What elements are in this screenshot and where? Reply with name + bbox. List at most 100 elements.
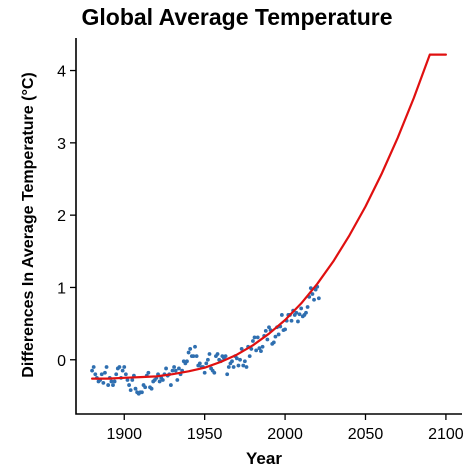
data-point bbox=[299, 306, 304, 311]
data-point bbox=[99, 372, 104, 377]
data-point bbox=[177, 366, 181, 371]
data-point bbox=[143, 385, 148, 390]
y-axis-label: Differences In Average Temperature (°C) bbox=[20, 72, 37, 377]
data-point bbox=[133, 386, 138, 391]
data-point bbox=[173, 368, 178, 373]
fit-curve bbox=[91, 53, 447, 380]
data-point bbox=[230, 359, 234, 364]
y-tick-label: 1 bbox=[57, 280, 66, 297]
data-point bbox=[316, 296, 321, 301]
x-tick-label: 1950 bbox=[187, 426, 223, 443]
data-point bbox=[93, 372, 98, 377]
data-point bbox=[175, 378, 180, 382]
data-point bbox=[194, 354, 199, 359]
data-point bbox=[188, 347, 193, 351]
data-point bbox=[251, 339, 255, 343]
data-point bbox=[122, 365, 127, 369]
data-point bbox=[114, 372, 119, 377]
data-point bbox=[279, 313, 284, 317]
y-tick-label: 3 bbox=[57, 136, 66, 153]
x-tick-label: 2000 bbox=[267, 426, 303, 443]
data-point bbox=[205, 357, 210, 362]
data-point bbox=[106, 383, 111, 387]
data-points bbox=[90, 284, 321, 396]
data-point bbox=[123, 372, 128, 377]
data-point bbox=[191, 354, 196, 359]
data-point bbox=[267, 325, 271, 330]
data-point bbox=[112, 379, 117, 384]
data-point bbox=[231, 365, 236, 369]
fit-curve-group bbox=[91, 53, 447, 380]
x-tick-label: 2100 bbox=[428, 426, 464, 443]
data-point bbox=[120, 368, 125, 373]
data-point bbox=[244, 365, 249, 369]
y-tick-label: 0 bbox=[57, 353, 66, 370]
data-point bbox=[111, 383, 115, 387]
data-point bbox=[146, 370, 151, 375]
data-point bbox=[164, 366, 168, 371]
data-point bbox=[225, 372, 230, 377]
data-point bbox=[125, 378, 130, 382]
data-point bbox=[296, 319, 300, 324]
data-point bbox=[289, 318, 294, 323]
data-point bbox=[170, 368, 175, 373]
data-point bbox=[91, 365, 96, 369]
data-point bbox=[226, 365, 231, 369]
data-point bbox=[294, 310, 299, 315]
data-point bbox=[310, 292, 315, 296]
data-point bbox=[312, 297, 316, 302]
data-point bbox=[234, 356, 239, 361]
data-point bbox=[260, 344, 265, 349]
data-point bbox=[265, 337, 270, 342]
data-point bbox=[283, 327, 287, 332]
data-point bbox=[242, 359, 247, 364]
data-point bbox=[259, 349, 263, 353]
data-point bbox=[193, 344, 197, 349]
axes: 1900 1950 2000 2050 2100 0 1 2 3 4 bbox=[57, 38, 464, 443]
data-point bbox=[252, 335, 257, 340]
data-point bbox=[236, 363, 241, 368]
x-tick-label: 1900 bbox=[106, 426, 142, 443]
data-point bbox=[305, 305, 310, 309]
data-point bbox=[186, 350, 191, 355]
axis-lines bbox=[75, 38, 462, 415]
data-point bbox=[185, 359, 189, 364]
y-tick-label: 2 bbox=[57, 208, 66, 225]
data-point bbox=[202, 370, 207, 375]
x-tick-label: 2050 bbox=[348, 426, 384, 443]
data-point bbox=[90, 368, 94, 373]
data-point bbox=[117, 365, 122, 369]
data-point bbox=[297, 312, 302, 317]
data-point bbox=[212, 370, 217, 375]
data-point bbox=[257, 346, 262, 351]
data-point bbox=[304, 310, 308, 315]
data-point bbox=[130, 378, 135, 382]
x-axis-label: Year bbox=[246, 449, 282, 468]
data-point bbox=[273, 334, 278, 339]
data-point bbox=[101, 381, 106, 385]
data-point bbox=[157, 379, 162, 384]
data-point bbox=[109, 379, 114, 384]
data-point bbox=[207, 352, 212, 356]
data-point bbox=[223, 354, 228, 359]
data-point bbox=[239, 347, 244, 351]
data-point bbox=[168, 383, 173, 387]
data-point bbox=[127, 383, 131, 387]
y-tick-label: 4 bbox=[57, 64, 66, 81]
data-point bbox=[140, 390, 144, 395]
data-point bbox=[263, 328, 268, 333]
chart-title: Global Average Temperature bbox=[81, 4, 393, 30]
data-point bbox=[104, 365, 109, 369]
data-point bbox=[160, 378, 165, 382]
data-point bbox=[238, 357, 242, 362]
data-point bbox=[271, 340, 276, 345]
data-point bbox=[172, 365, 177, 369]
data-point bbox=[255, 335, 260, 340]
data-point bbox=[241, 363, 246, 368]
data-point bbox=[128, 388, 133, 393]
data-point bbox=[247, 354, 252, 359]
data-point bbox=[149, 386, 154, 391]
data-point bbox=[276, 332, 281, 337]
data-point bbox=[215, 352, 220, 356]
data-point bbox=[197, 361, 202, 366]
